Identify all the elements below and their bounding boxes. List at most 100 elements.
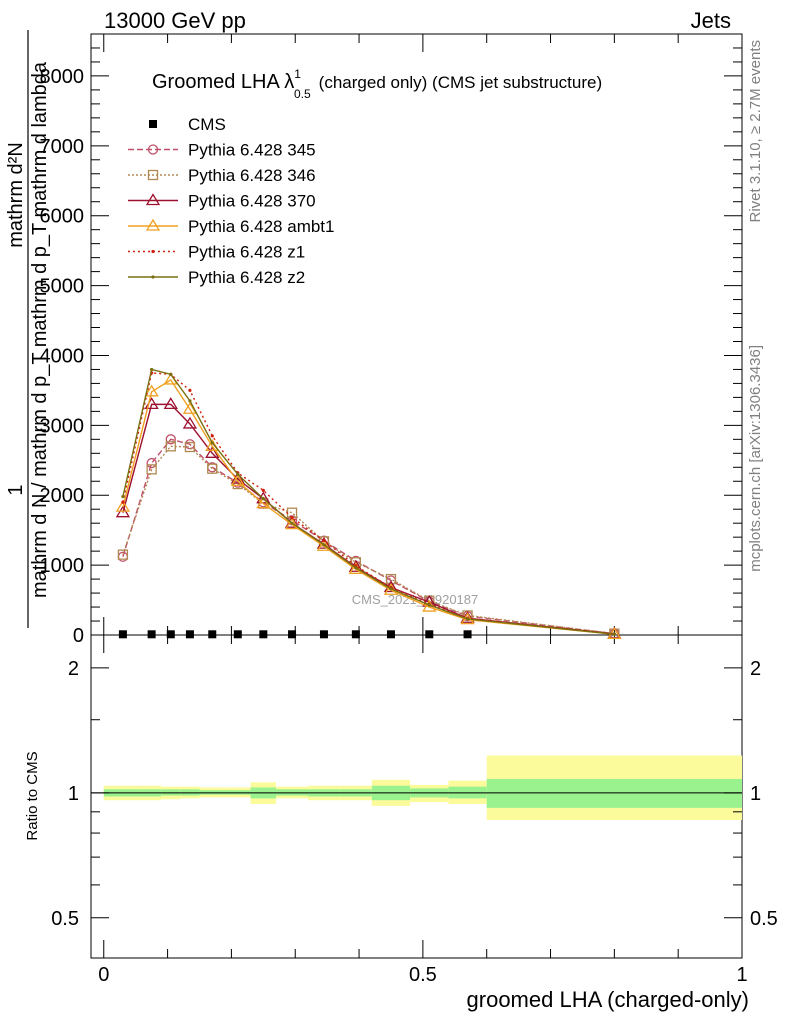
series-point	[354, 566, 358, 570]
legend-label: Pythia 6.428 345	[188, 141, 316, 160]
rivet-label: Rivet 3.1.10, ≥ 2.7M events	[747, 40, 764, 223]
series-point	[150, 367, 154, 372]
series-point	[165, 434, 176, 445]
legend-label: CMS	[188, 115, 226, 134]
series-2	[117, 441, 620, 639]
series-point	[185, 630, 194, 639]
series-point	[465, 617, 470, 621]
y-tick-label: 8000	[40, 66, 85, 88]
ratio-y-tick-label-right: 0.5	[750, 908, 778, 930]
plot-title-sub: 0.5	[294, 87, 311, 101]
series-point	[389, 587, 393, 591]
series-point	[284, 517, 300, 530]
series-point	[207, 463, 218, 474]
ratio-y-tick-label: 2	[68, 658, 79, 680]
series-0	[118, 630, 472, 639]
legend-label: Pythia 6.428 z2	[188, 268, 305, 287]
series-point	[165, 441, 176, 452]
legend-label: Pythia 6.428 346	[188, 166, 316, 185]
series-point	[322, 539, 326, 543]
x-tick-label: 0	[98, 964, 109, 986]
legend-marker	[151, 275, 155, 279]
ratio-ylabel: Ratio to CMS	[24, 751, 41, 840]
x-tick-label: 1	[736, 964, 747, 986]
series-point	[188, 388, 192, 393]
series-point	[205, 439, 220, 451]
y-tick-label: 4000	[40, 345, 85, 367]
series-point	[205, 446, 220, 458]
legend-marker	[147, 169, 159, 181]
series-6	[121, 367, 616, 636]
ratio-band-stat	[486, 778, 742, 808]
legend-marker	[147, 144, 159, 155]
y-tick-label: 1000	[40, 555, 85, 577]
mcplots-label: mcplots.cern.ch [arXiv:1306.3436]	[747, 345, 764, 572]
legend-label: Pythia 6.428 z1	[188, 243, 305, 262]
series-point	[147, 630, 156, 639]
series-point	[290, 515, 294, 520]
series-point	[146, 464, 157, 475]
legend-label: Pythia 6.428 370	[188, 192, 316, 211]
ratio-y-tick-label: 1	[68, 783, 79, 805]
series-1	[117, 434, 620, 639]
series-point	[188, 399, 192, 403]
ylabel-denominator: mathrm d N / mathrm d p_T mathrm d p_T m…	[29, 61, 51, 598]
series-point	[425, 630, 434, 639]
ratio-axes: 0.5 0.5 1 1 2 2 0 0.5 1	[51, 635, 778, 986]
y-tick-label: 2000	[40, 485, 85, 507]
series-point	[121, 500, 125, 504]
series-point	[322, 543, 326, 547]
legend-marker	[151, 249, 155, 254]
series-point	[288, 630, 297, 639]
series-point	[163, 397, 178, 410]
legend-marker	[145, 218, 161, 231]
series-point	[230, 473, 245, 486]
y-tick-label: 7000	[40, 136, 85, 158]
ratio-bands	[103, 755, 742, 821]
series-point	[117, 549, 129, 560]
series-point	[121, 495, 125, 499]
plot-title-sup: 1	[294, 67, 301, 81]
header-left-label: 13000 GeV pp	[104, 8, 246, 33]
series-point	[210, 441, 214, 445]
series-point	[383, 583, 399, 595]
legend-label: Pythia 6.428 ambt1	[188, 217, 334, 236]
y-tick-label: 0	[73, 625, 84, 647]
ratio-y-tick-label-right: 2	[750, 658, 761, 680]
series-layer	[115, 367, 622, 639]
series-point	[208, 630, 217, 639]
series-point	[612, 632, 616, 636]
series-point	[169, 372, 173, 376]
series-point	[166, 630, 175, 639]
series-point	[118, 630, 127, 639]
series-point	[316, 538, 332, 551]
series-point	[351, 630, 360, 639]
ylabel-top: 1	[5, 484, 27, 495]
series-point	[256, 496, 271, 509]
series-point	[210, 434, 214, 438]
series-point	[236, 472, 240, 476]
x-axis-label: groomed LHA (charged-only)	[467, 987, 749, 1012]
series-point	[261, 488, 265, 492]
series-line	[122, 378, 615, 635]
ratio-y-tick-label-right: 1	[750, 783, 761, 805]
series-point	[319, 630, 328, 639]
series-line	[122, 372, 615, 635]
series-point	[427, 603, 431, 607]
plot-title-rest: (charged only) (CMS jet substructure)	[319, 73, 602, 92]
ylabel-numerator: mathrm d²N	[5, 142, 27, 248]
series-line	[122, 368, 615, 635]
ratio-y-tick-label: 0.5	[51, 908, 79, 930]
series-point	[233, 630, 242, 639]
series-point	[146, 457, 157, 469]
legend-marker	[145, 193, 161, 206]
plot-title: Groomed LHA λ1 0.5 (charged only) (CMS jet…	[152, 67, 602, 101]
x-tick-label: 0.5	[409, 964, 437, 986]
legend-marker	[149, 120, 157, 128]
series-point	[144, 384, 159, 397]
series-point	[386, 630, 395, 639]
legend: CMS Pythia 6.428 345 Pythia 6.428 346 Pythi…	[128, 115, 334, 287]
series-point	[261, 497, 265, 501]
main-axes: 0 1000 2000 3000 4000 5000 6000 7000 8000	[40, 34, 743, 647]
series-point	[184, 441, 196, 453]
